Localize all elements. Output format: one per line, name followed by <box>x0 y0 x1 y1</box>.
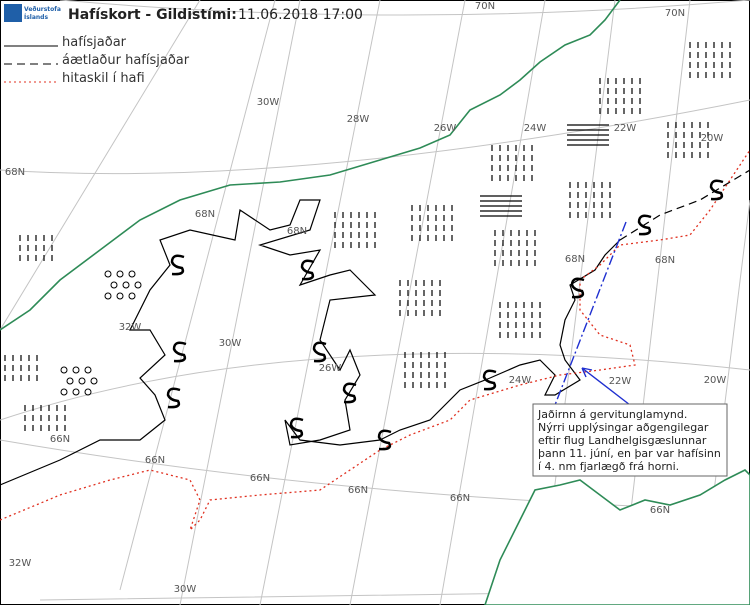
graticule-label: 68N <box>287 226 307 237</box>
dot-symbol <box>60 388 68 396</box>
graticule-label: 20W <box>701 133 724 144</box>
header: Veðurstofa Íslands Hafískort - Gildistím… <box>4 4 363 23</box>
dot-symbol <box>72 388 80 396</box>
dot-symbol <box>90 377 98 385</box>
graticule-label: 68N <box>195 209 215 220</box>
graticule-label: 32W <box>119 322 142 333</box>
annotation-line: þann 11. júní, en þar var hafísinn <box>538 447 721 460</box>
annotation-line: Jaðirnn á gervitunglamynd. <box>537 408 687 421</box>
ice-marker <box>709 179 724 201</box>
ice-marker <box>166 387 181 409</box>
estimated-ice-edge <box>619 169 750 241</box>
ice-marker <box>172 341 187 363</box>
graticule-label: 24W <box>524 123 547 134</box>
dot-symbol <box>84 388 92 396</box>
graticule-labels: 70N 70N 68N 68N 68N 68N 68N 66N 66N 66N 66N 66N 66N 3… <box>5 1 727 595</box>
dot-symbol <box>122 281 130 289</box>
dot-symbol <box>134 281 142 289</box>
ice-edge <box>0 199 621 486</box>
annotation-line: í 4. nm fjarlægð frá horni. <box>538 460 679 473</box>
graticule-label: 68N <box>655 255 675 266</box>
satellite-line <box>554 221 627 406</box>
dot-symbol <box>104 292 112 300</box>
dot-symbol <box>66 377 74 385</box>
legend: hafísjaðar áætlaður hafísjaðar hitaskil … <box>4 35 190 86</box>
graticule-label: 26W <box>319 363 342 374</box>
graticule-label: 32W <box>9 558 32 569</box>
graticule-label: 24W <box>509 375 532 386</box>
ice-marker <box>289 417 304 439</box>
graticule-label: 66N <box>50 434 70 445</box>
legend-label: hitaskil í hafi <box>62 71 145 86</box>
graticule-label: 66N <box>145 455 165 466</box>
dot-symbol <box>72 366 80 374</box>
dot-symbol <box>60 366 68 374</box>
dot-symbol <box>78 377 86 385</box>
graticule-label: 66N <box>650 505 670 516</box>
ice-marker <box>377 429 392 451</box>
greenland-coast <box>0 0 621 331</box>
ice-marker <box>570 277 585 299</box>
ice-marker <box>300 259 315 281</box>
graticule-label: 28W <box>347 114 370 125</box>
ice-marker <box>482 369 497 391</box>
annotation-box <box>532 403 728 477</box>
logo-mark <box>4 4 22 22</box>
graticule-label: 30W <box>174 584 197 595</box>
ice-marker <box>637 214 652 236</box>
dot-symbol <box>104 270 112 278</box>
graticule-label: 66N <box>450 493 470 504</box>
dot-symbol <box>116 270 124 278</box>
ice-symbols <box>4 42 731 451</box>
legend-label: áætlaður hafísjaðar <box>62 53 190 68</box>
dot-symbol <box>128 292 136 300</box>
graticule-label: 66N <box>348 485 368 496</box>
graticule-label: 68N <box>565 254 585 265</box>
logo-text: Íslands <box>24 13 48 21</box>
iceland-coast <box>484 469 750 605</box>
graticule-label: 26W <box>434 123 457 134</box>
arrow <box>581 367 631 406</box>
ice-marker <box>312 341 327 363</box>
annotation-line: Nýrri upplýsingar aðgengilegar <box>538 421 709 434</box>
dot-symbol <box>128 270 136 278</box>
graticule-label: 66N <box>250 473 270 484</box>
graticule-label: 70N <box>475 1 495 12</box>
graticule-label: 20W <box>704 375 727 386</box>
dot-symbol <box>116 292 124 300</box>
annotation: Jaðirnn á gervitunglamynd.Nýrri upplýsin… <box>532 403 728 477</box>
graticule-label: 30W <box>257 97 280 108</box>
dot-symbol <box>84 366 92 374</box>
ice-marker <box>170 254 185 276</box>
thermal-front <box>0 149 750 531</box>
graticule-label: 22W <box>614 123 637 134</box>
annotation-line: eftir flug Landhelgisgæslunnar <box>538 434 707 447</box>
dot-symbol <box>110 281 118 289</box>
graticule-label: 22W <box>609 376 632 387</box>
legend-label: hafísjaðar <box>62 35 127 50</box>
graticule-label: 70N <box>665 8 685 19</box>
graticule-label: 30W <box>219 338 242 349</box>
title: Hafískort - Gildistími: <box>68 7 237 23</box>
valid-time: 11.06.2018 17:00 <box>238 7 363 23</box>
logo-text: Veðurstofa <box>24 6 61 13</box>
graticule-label: 68N <box>5 167 25 178</box>
ice-marker <box>342 382 357 404</box>
